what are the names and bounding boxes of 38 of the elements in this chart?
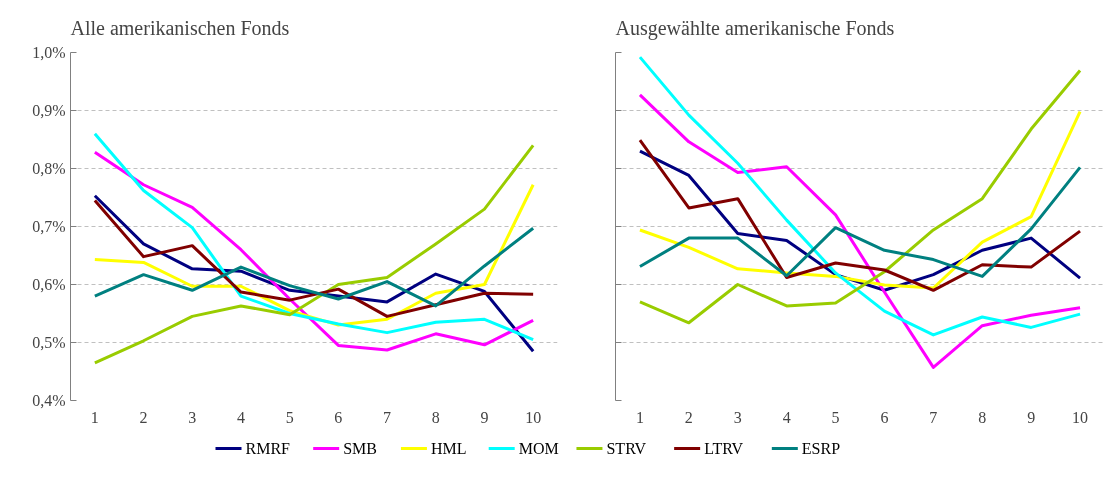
x-tick-label: 6 — [334, 408, 343, 426]
y-tick-label: 0,6% — [32, 276, 66, 293]
legend-label: SMB — [343, 440, 377, 457]
x-tick-label: 5 — [285, 408, 294, 426]
x-tick-label: 8 — [431, 408, 440, 426]
x-tick-label: 4 — [236, 408, 245, 426]
legend-label: RMRF — [245, 440, 291, 457]
x-tick-label: 1 — [90, 408, 99, 426]
x-tick-label: 4 — [782, 408, 791, 426]
x-tick-label: 7 — [929, 408, 938, 426]
chart-title: Ausgewählte amerikanische Fonds — [615, 16, 895, 40]
legend-label: STRV — [606, 440, 647, 457]
x-tick-label: 1 — [635, 408, 644, 426]
x-tick-label: 2 — [139, 408, 148, 426]
x-tick-label: 6 — [880, 408, 889, 426]
line-series — [93, 198, 535, 318]
x-tick-label: 9 — [480, 408, 489, 426]
y-tick-label: 0,5% — [32, 334, 66, 351]
x-tick-label: 10 — [525, 408, 542, 426]
y-tick-label: 0,9% — [32, 102, 66, 119]
legend-label: HML — [430, 440, 467, 457]
y-tick-label: 0,4% — [32, 392, 66, 409]
x-tick-label: 2 — [684, 408, 693, 426]
x-tick-label: 9 — [1027, 408, 1036, 426]
legend-label: LTRV — [704, 440, 744, 457]
line-series — [93, 226, 535, 308]
x-tick-label: 7 — [383, 408, 392, 426]
x-tick-label: 3 — [733, 408, 742, 426]
y-tick-label: 0,8% — [32, 160, 66, 177]
x-tick-label: 3 — [188, 408, 197, 426]
x-tick-label: 8 — [978, 408, 987, 426]
x-tick-label: 10 — [1072, 408, 1089, 426]
legend-label: MOM — [518, 440, 559, 457]
chart-title: Alle amerikanischen Fonds — [70, 16, 290, 39]
legend-label: ESRP — [801, 440, 841, 457]
x-tick-label: 5 — [831, 408, 840, 426]
y-tick-label: 1,0% — [32, 44, 66, 61]
y-tick-label: 0,7% — [32, 218, 66, 235]
